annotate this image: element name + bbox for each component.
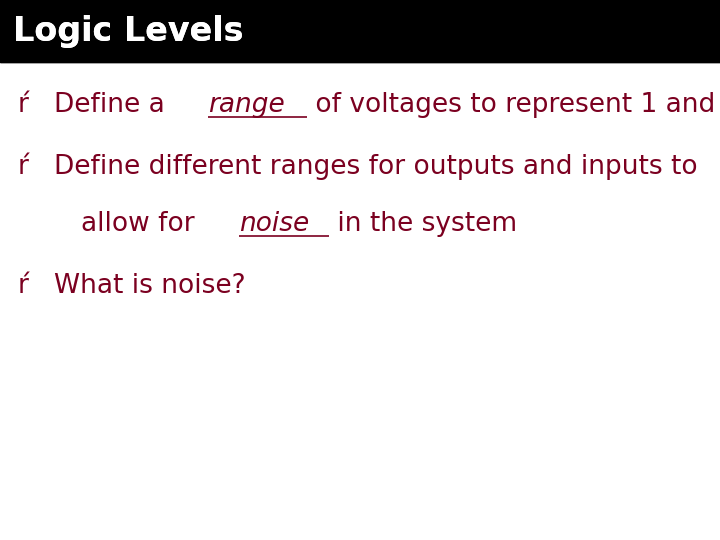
Text: Logic Levels: Logic Levels [13, 15, 243, 48]
Text: allow for: allow for [81, 211, 203, 237]
Bar [0, 0, 720, 62]
Text: of voltages to represent 1 and 0: of voltages to represent 1 and 0 [307, 92, 720, 118]
Text: noise: noise [239, 211, 309, 237]
Text: range: range [207, 92, 284, 118]
Text: What is noise?: What is noise? [54, 273, 246, 299]
Text: ŕ: ŕ [18, 154, 29, 180]
Text: Define different ranges for outputs and inputs to: Define different ranges for outputs and … [54, 154, 698, 180]
Text: Logic Levels: Logic Levels [13, 15, 243, 48]
Text: in the system: in the system [330, 211, 518, 237]
FancyBboxPatch shape [0, 0, 720, 62]
Text: ŕ: ŕ [18, 92, 29, 118]
Text: ŕ: ŕ [18, 273, 29, 299]
Text: Define a: Define a [54, 92, 173, 118]
